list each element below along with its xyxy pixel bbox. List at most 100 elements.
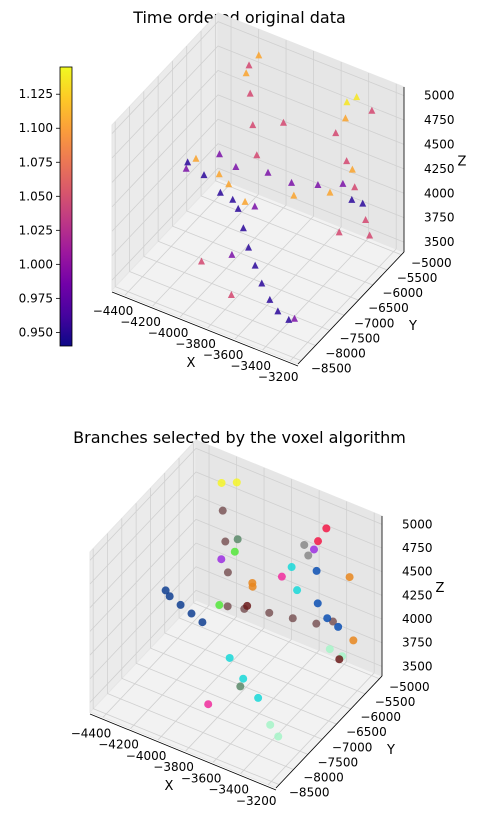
data-point-triangle [245,243,253,251]
branch-point [232,478,241,487]
branch-point [225,653,234,662]
data-point-triangle [200,171,208,179]
data-point-triangle [348,165,356,173]
z-grid [111,118,405,232]
branch-point [277,572,286,581]
z-tick-label: 4250 [402,588,433,602]
data-point-triangle [362,215,370,223]
data-point-triangle [197,257,205,265]
z-tick-label: 4500 [402,565,433,579]
data-point-triangle [255,51,263,59]
data-point-triangle [335,228,343,236]
branch-point [312,566,321,575]
data-point-triangle [215,170,223,178]
branch-point [300,540,309,549]
data-point-triangle [215,150,223,158]
x-tick-label: −4400 [71,726,112,740]
branch-point [198,618,207,627]
x-tick-label: −3600 [181,771,222,785]
data-point-triangle [285,315,293,323]
z-grid [111,143,405,256]
data-point-triangle [249,121,257,129]
branch-point [218,506,227,515]
data-point-triangle [184,158,192,166]
y-tick-label: −8500 [289,786,330,800]
y-grid [121,678,308,755]
branch-point [304,551,313,560]
data-point-triangle [314,181,322,189]
data-point-triangle [279,118,287,126]
z-tick-label: 3750 [424,211,455,225]
data-point-triangle [253,151,261,159]
y-tick-label: −8000 [325,347,366,361]
data-point-triangle [258,279,266,287]
branch-point [215,601,224,610]
branch-point [239,674,248,683]
branch-point [325,645,334,654]
z-tick-label: 4000 [424,186,455,200]
y-tick-label: −8000 [303,771,344,785]
x-tick-label: −3200 [258,370,299,384]
y-axis-line [275,675,383,789]
branch-point [265,608,274,617]
y-tick-label: −7500 [318,755,359,769]
y-grid [172,225,359,301]
data-point-triangle [228,250,236,258]
data-point-triangle [192,154,200,162]
axes-0 [111,11,405,367]
z-tick-label: 3750 [402,636,433,650]
data-point-triangle [326,188,334,196]
z-tick-label: 4750 [424,113,455,127]
data-point-triangle [241,197,249,205]
branch-point [217,555,226,564]
branch-point [187,609,196,618]
y-tick-label: −6000 [382,286,423,300]
branch-point [223,568,232,577]
colorbar-tick-label: 1.075 [19,155,53,169]
data-point-triangle [351,183,359,191]
z-tick-label: 4000 [402,612,433,626]
y-axis-label: Y [408,319,417,334]
branch-point [221,537,230,546]
x-tick-label: −4000 [148,326,189,340]
y-grid [157,240,345,316]
branch-point [334,622,343,631]
branch-point [176,600,185,609]
x-tick-label: −4200 [98,738,139,752]
y-tick-label: −5000 [411,256,452,270]
z-axis-label: Z [436,581,445,596]
z-grid [89,589,383,703]
z-tick-label: 4750 [402,541,433,555]
data-point-triangle [264,168,272,176]
x-tick-label: −3800 [175,337,216,351]
branch-point [161,586,170,595]
branch-point [204,700,213,709]
data-point-triangle [182,164,190,172]
colorbar-tick-label: 1.125 [19,87,53,101]
z-grid [111,21,405,134]
data-point-triangle [341,114,349,122]
data-point-triangle [266,295,274,303]
y-tick-label: −6000 [360,710,401,724]
z-tick-label: 4500 [424,137,455,151]
branch-point [243,601,252,610]
branch-point [230,547,239,556]
data-series-bottom [161,478,358,741]
z-grid [111,69,405,183]
y-tick-label: −7000 [354,316,395,330]
y-axis-line [297,251,405,365]
branch-point [309,545,318,554]
branch-point [223,602,232,611]
data-point-triangle [246,89,254,97]
z-grid [89,447,383,561]
data-point-triangle [245,61,253,69]
colorbar-tick-label: 1.050 [19,189,53,203]
data-point-triangle [216,188,224,196]
y-tick-label: −6500 [368,301,409,315]
colorbar-tick-label: 1.000 [19,257,53,271]
branch-point [349,636,358,645]
y-grid [178,617,366,695]
z-tick-label: 3500 [402,659,433,673]
colorbar-tick-label: 0.975 [19,291,53,305]
